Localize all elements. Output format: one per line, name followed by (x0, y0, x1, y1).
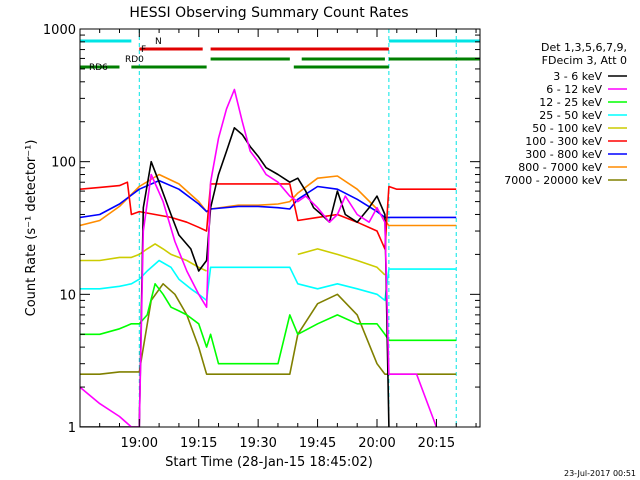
series-line-8 (80, 283, 457, 375)
legend-header-line: FDecim 3, Att 0 (542, 54, 627, 67)
x-tick-label: 19:30 (239, 436, 276, 451)
flag-label-f: F (141, 45, 146, 55)
series-line-4 (80, 243, 386, 276)
flag-label-n: N (155, 37, 162, 47)
legend-label-6: 300 - 800 keV (525, 148, 602, 161)
legend: Det 1,3,5,6,7,9,FDecim 3, Att 0 3 - 6 keV… (504, 41, 627, 187)
legend-label-3: 25 - 50 keV (539, 109, 602, 122)
series-line-0 (80, 127, 390, 427)
legend-label-1: 6 - 12 keV (546, 83, 602, 96)
flag-label-rd0: RD0 (125, 55, 144, 65)
x-tick-label: 19:45 (299, 436, 336, 451)
x-tick-label: 19:00 (121, 436, 158, 451)
legend-label-7: 800 - 7000 keV (518, 161, 602, 174)
y-axis-label: Count Rate (s⁻¹ detector⁻¹) (24, 140, 39, 317)
y-tick-label: 1 (68, 421, 76, 436)
y-tick-label: 100 (51, 156, 76, 171)
footer-timestamp: 23-Jul-2017 00:51 (564, 469, 636, 478)
legend-label-2: 12 - 25 keV (539, 96, 602, 109)
legend-label-0: 3 - 6 keV (553, 70, 602, 83)
flag-label-rd6: RD6 (89, 63, 108, 73)
plot-content (80, 29, 480, 427)
x-tick-label: 20:00 (358, 436, 395, 451)
x-axis-label: Start Time (28-Jan-15 18:45:02) (165, 455, 373, 470)
chart-title: HESSI Observing Summary Count Rates (129, 5, 408, 21)
series-line-2 (80, 283, 457, 365)
series-line-1 (80, 88, 438, 427)
y-tick-label: 10 (59, 288, 76, 303)
x-tick-label: 19:15 (180, 436, 217, 451)
y-axis-ticks: 1 10 100 1000 (43, 23, 480, 436)
x-axis-ticks: 19:00 19:15 19:30 19:45 20:00 20:15 (99, 29, 477, 451)
legend-header-line: Det 1,3,5,6,7,9, (541, 41, 627, 54)
y-tick-label: 1000 (43, 23, 76, 38)
legend-label-4: 50 - 100 keV (532, 122, 602, 135)
x-tick-label: 20:15 (418, 436, 455, 451)
plot-frame (79, 28, 481, 428)
series-line-5 (80, 181, 457, 250)
series-line-3 (80, 259, 457, 302)
legend-label-5: 100 - 300 keV (525, 135, 602, 148)
legend-label-8: 7000 - 20000 keV (504, 174, 602, 187)
